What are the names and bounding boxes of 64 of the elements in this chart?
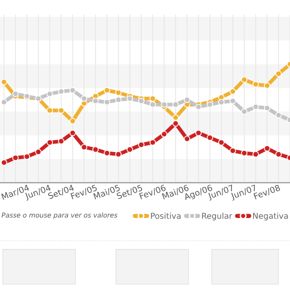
point [172, 120, 179, 127]
point [24, 153, 30, 160]
point [46, 139, 53, 146]
point [275, 151, 282, 158]
legend-label: Negativa [253, 212, 288, 220]
point [138, 142, 144, 148]
point [0, 98, 8, 106]
point [160, 130, 168, 138]
point [218, 98, 225, 106]
point [138, 98, 144, 104]
point [241, 108, 248, 115]
point [218, 139, 225, 146]
point [172, 101, 179, 108]
point [58, 138, 64, 144]
point [115, 89, 122, 96]
point [150, 139, 156, 146]
point [206, 101, 214, 108]
point [92, 98, 99, 104]
point [252, 104, 259, 110]
point [230, 88, 236, 95]
point [195, 130, 202, 136]
point [275, 70, 282, 77]
legend-label: Positiva [151, 212, 181, 219]
point [12, 154, 19, 162]
point [275, 112, 282, 118]
point [195, 104, 202, 110]
point [104, 98, 110, 106]
legend-label: Regular [202, 212, 232, 220]
point [150, 101, 156, 108]
point [264, 145, 270, 152]
point [46, 107, 53, 114]
point [241, 150, 248, 156]
point [104, 87, 110, 94]
point [126, 95, 134, 102]
point [206, 134, 214, 141]
point [184, 96, 190, 103]
point [58, 107, 64, 114]
point [46, 90, 53, 98]
point [126, 146, 134, 153]
point [160, 101, 168, 108]
point [252, 151, 259, 158]
point [115, 96, 122, 103]
point [12, 90, 19, 98]
point [58, 88, 64, 95]
point [104, 150, 110, 156]
point [230, 98, 236, 104]
point [92, 146, 99, 153]
point [115, 151, 122, 158]
point [264, 82, 270, 89]
point [264, 104, 270, 112]
point [184, 136, 190, 142]
point [80, 144, 88, 150]
point [0, 159, 8, 166]
point [69, 130, 76, 136]
point [0, 78, 8, 86]
point [252, 81, 259, 88]
point [80, 95, 88, 102]
point [69, 87, 76, 94]
point [69, 118, 76, 124]
point [230, 148, 236, 154]
point [35, 148, 42, 156]
point [150, 95, 156, 102]
point [172, 114, 179, 121]
point [241, 76, 248, 83]
